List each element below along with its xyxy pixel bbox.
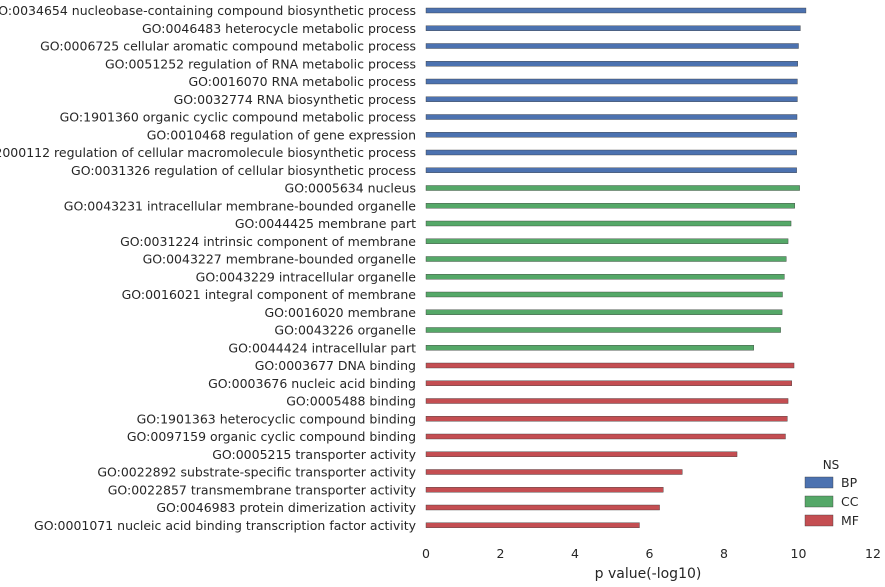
category-label: GO:1901363 heterocyclic compound binding	[137, 411, 416, 426]
category-label: GO:0010468 regulation of gene expression	[147, 127, 416, 142]
bar-bp	[425, 149, 797, 156]
x-tick-label: 8	[720, 546, 728, 561]
legend-label-mf: MF	[841, 513, 859, 528]
x-tick-label: 0	[422, 546, 430, 561]
category-label: GO:0003676 nucleic acid binding	[208, 376, 416, 391]
legend-swatch-mf	[804, 514, 834, 527]
category-label: GO:0043231 intracellular membrane-bounde…	[64, 198, 417, 213]
legend-title: NS	[823, 458, 840, 472]
bar-bp	[425, 61, 798, 67]
category-label: GO:0005488 binding	[286, 394, 416, 409]
bar-mf	[425, 504, 660, 511]
bar-mf	[425, 362, 795, 369]
category-label: GO:0016070 RNA metabolic process	[188, 74, 416, 89]
category-label: GO:0001071 nucleic acid binding transcri…	[34, 518, 417, 533]
bar-mf	[425, 398, 789, 404]
bar-bp	[425, 132, 797, 138]
bar-mf	[425, 416, 788, 422]
bar-bp	[425, 114, 798, 120]
legend-swatch-cc	[804, 495, 834, 508]
bar-cc	[425, 185, 800, 191]
x-axis-title: p value(-log10)	[595, 566, 702, 582]
category-label: GO:0003677 DNA binding	[255, 358, 416, 373]
x-tick-label: 12	[865, 546, 881, 561]
legend-label-cc: CC	[841, 494, 859, 509]
legend-swatch-bp	[804, 476, 834, 489]
category-label: GO:0022892 substrate-specific transporte…	[97, 465, 416, 480]
bar-bp	[425, 167, 797, 173]
bar-cc	[425, 309, 783, 315]
category-label: GO:0022857 transmembrane transporter act…	[108, 482, 417, 497]
category-label: GO:0046483 heterocycle metabolic process	[142, 21, 416, 36]
bars-layer	[425, 7, 807, 528]
category-label: GO:0044424 intracellular part	[228, 340, 416, 355]
bar-mf	[425, 487, 664, 493]
category-label: GO:2000112 regulation of cellular macrom…	[0, 145, 416, 160]
bar-cc	[425, 220, 792, 227]
bar-cc	[425, 345, 754, 351]
bar-cc	[425, 256, 787, 262]
bar-mf	[425, 522, 640, 528]
x-tick-label: 10	[791, 546, 807, 561]
legend: NS BP CC MF	[804, 458, 859, 528]
category-label: GO:0031326 regulation of cellular biosyn…	[71, 163, 416, 178]
bar-mf	[425, 451, 738, 457]
category-label: GO:0046983 protein dimerization activity	[156, 500, 416, 515]
x-tick-label: 4	[571, 546, 579, 561]
x-tick-label: 2	[497, 546, 505, 561]
category-label: GO:0097159 organic cyclic compound bindi…	[127, 429, 416, 444]
category-label: GO:0032774 RNA biosynthetic process	[174, 92, 416, 107]
bar-cc	[425, 327, 781, 333]
bar-mf	[425, 469, 683, 475]
bar-bp	[425, 7, 807, 14]
category-label: GO:0016021 integral component of membran…	[122, 287, 417, 302]
category-labels: GO:0034654 nucleobase-containing compoun…	[0, 3, 417, 533]
category-label: GO:0031224 intrinsic component of membra…	[120, 234, 416, 249]
category-label: GO:0005215 transporter activity	[212, 447, 416, 462]
category-label: GO:0043226 organelle	[274, 323, 416, 338]
bar-bp	[425, 78, 798, 85]
legend-label-bp: BP	[841, 475, 858, 490]
category-label: GO:0043229 intracellular organelle	[196, 269, 417, 284]
category-label: GO:0005634 nucleus	[285, 181, 416, 196]
bar-cc	[425, 291, 783, 298]
bar-bp	[425, 43, 799, 49]
bar-cc	[425, 203, 795, 209]
x-tick-labels: 0 2 4 6 8 10 12	[422, 546, 881, 561]
category-label: GO:0034654 nucleobase-containing compoun…	[0, 3, 416, 18]
category-label: GO:0043227 membrane-bounded organelle	[143, 252, 417, 267]
x-tick-label: 6	[646, 546, 654, 561]
bar-cc	[425, 274, 785, 280]
bar-bp	[425, 96, 798, 102]
bar-bp	[425, 25, 801, 31]
category-label: GO:1901360 organic cyclic compound metab…	[60, 110, 416, 125]
bar-mf	[425, 433, 786, 440]
category-label: GO:0016020 membrane	[264, 305, 416, 320]
category-label: GO:0051252 regulation of RNA metabolic p…	[105, 56, 416, 71]
bar-cc	[425, 238, 789, 244]
category-label: GO:0006725 cellular aromatic compound me…	[40, 39, 416, 54]
category-label: GO:0044425 membrane part	[235, 216, 416, 231]
bar-mf	[425, 380, 792, 386]
